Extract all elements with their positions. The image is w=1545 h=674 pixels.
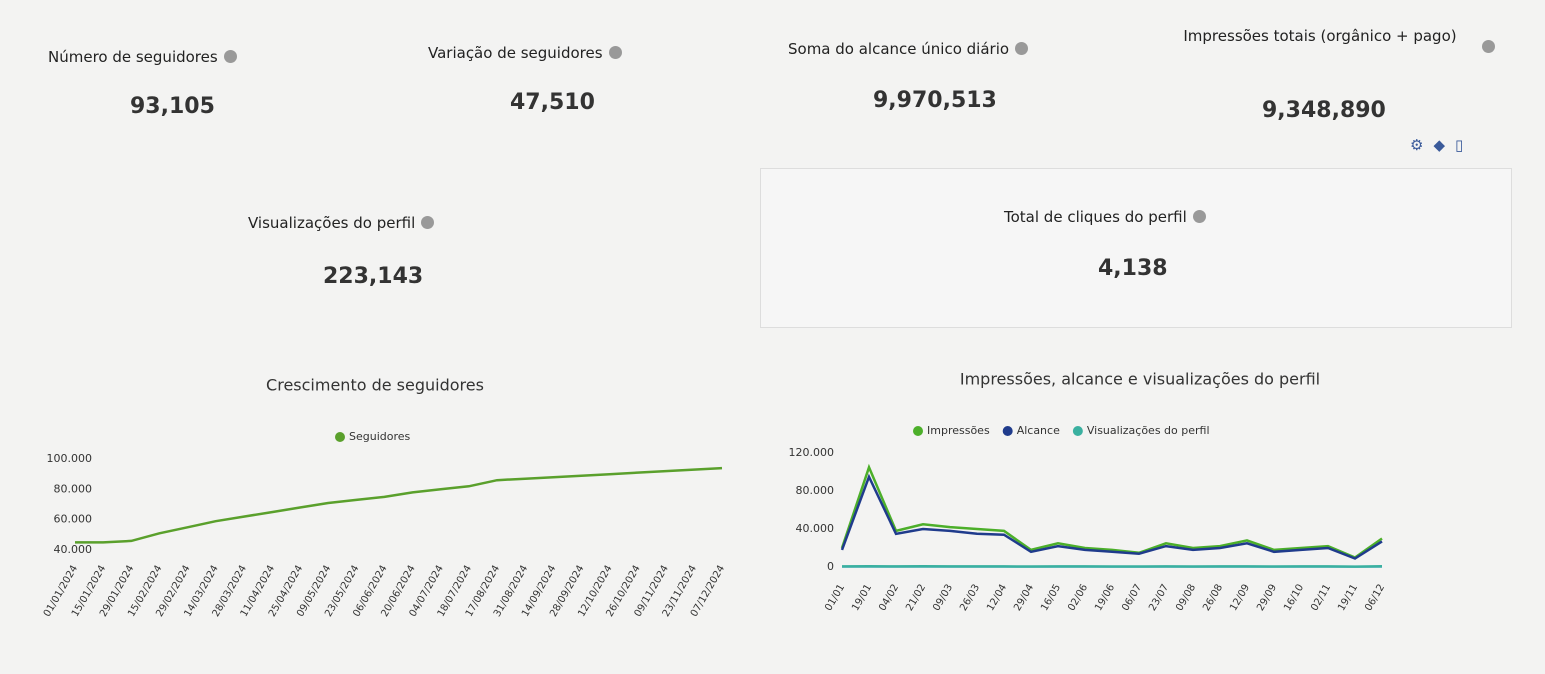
x-tick-label: 02/11 <box>1309 583 1333 613</box>
x-tick-label: 09/03 <box>931 583 955 613</box>
kpi-label-text: Visualizações do perfil <box>248 214 416 232</box>
x-tick-label: 09/08 <box>1174 583 1198 613</box>
kpi-label-text: Variação de seguidores <box>428 44 603 62</box>
chart-title: Impressões, alcance e visualizações do p… <box>960 370 1320 389</box>
y-tick-label: 80.000 <box>796 484 835 497</box>
x-tick-label: 04/02 <box>877 583 901 613</box>
x-tick-label: 12/09 <box>1228 583 1252 613</box>
kpi-card <box>760 168 1512 328</box>
kpi-value: 9,970,513 <box>873 88 997 113</box>
help-icon[interactable] <box>1015 42 1029 55</box>
chart-title: Crescimento de seguidores <box>266 376 484 395</box>
x-tick-label: 29/04 <box>1012 583 1036 613</box>
legend-label: Seguidores <box>349 430 411 443</box>
legend-label: Impressões <box>927 424 990 437</box>
y-tick-label: 40.000 <box>54 543 93 556</box>
x-tick-label: 16/10 <box>1282 583 1306 613</box>
kpi-label-text: Soma do alcance único diário <box>788 40 1010 58</box>
x-tick-label: 01/01 <box>823 583 847 613</box>
y-tick-label: 100.000 <box>47 452 93 465</box>
kpi-label: Visualizações do perfil <box>248 214 435 232</box>
help-icon[interactable] <box>1482 40 1495 53</box>
card-actions[interactable]: ⚙◆▯ <box>1410 136 1474 154</box>
help-icon[interactable] <box>223 50 237 63</box>
x-tick-label: 26/03 <box>958 583 982 613</box>
kpi-value: 4,138 <box>1098 256 1168 281</box>
kpi-label-text: Número de seguidores <box>48 48 218 66</box>
x-tick-label: 06/07 <box>1120 583 1144 613</box>
x-tick-label: 26/08 <box>1201 583 1225 613</box>
y-tick-label: 80.000 <box>54 482 93 495</box>
help-icon[interactable] <box>421 216 435 229</box>
x-tick-label: 16/05 <box>1039 583 1063 613</box>
y-tick-label: 120.000 <box>789 446 835 459</box>
series-line <box>840 463 1383 559</box>
x-tick-label: 23/07 <box>1147 583 1171 613</box>
legend-marker <box>1072 426 1083 436</box>
legend-label: Visualizações do perfil <box>1087 424 1210 437</box>
kpi-label: Total de cliques do perfil <box>1004 208 1206 226</box>
kpi-label: Soma do alcance único diário <box>788 40 1029 58</box>
x-tick-label: 19/06 <box>1093 583 1117 613</box>
legend-marker <box>913 426 923 436</box>
x-tick-label: 21/02 <box>904 583 928 613</box>
help-icon[interactable] <box>608 46 622 59</box>
x-tick-label: 02/06 <box>1066 583 1090 613</box>
x-tick-label: 19/01 <box>850 583 874 613</box>
y-tick-label: 60.000 <box>54 513 93 526</box>
y-tick-label: 0 <box>827 560 834 573</box>
kpi-value: 9,348,890 <box>1262 98 1386 123</box>
kpi-value: 47,510 <box>510 90 595 115</box>
kpi-label-text: Total de cliques do perfil <box>1004 208 1187 226</box>
x-tick-label: 12/04 <box>985 583 1009 613</box>
kpi-value: 93,105 <box>130 94 215 119</box>
kpi-label: Variação de seguidores <box>428 44 622 62</box>
kpi-value: 223,143 <box>323 264 424 289</box>
legend-marker <box>1002 426 1013 436</box>
y-tick-label: 40.000 <box>796 522 835 535</box>
help-icon[interactable] <box>1192 210 1206 223</box>
x-tick-label: 29/09 <box>1255 583 1279 613</box>
legend-label: Alcance <box>1017 424 1060 437</box>
x-tick-label: 06/12 <box>1363 583 1387 613</box>
kpi-label-text: Impressões totais (orgânico + pago) <box>1183 27 1457 45</box>
series-line <box>75 466 723 544</box>
series-line <box>840 473 1383 560</box>
x-tick-label: 19/11 <box>1336 583 1360 613</box>
legend-marker <box>335 432 345 442</box>
kpi-label: Impressões totais (orgânico + pago) <box>1170 22 1470 50</box>
kpi-label: Número de seguidores <box>48 48 237 66</box>
